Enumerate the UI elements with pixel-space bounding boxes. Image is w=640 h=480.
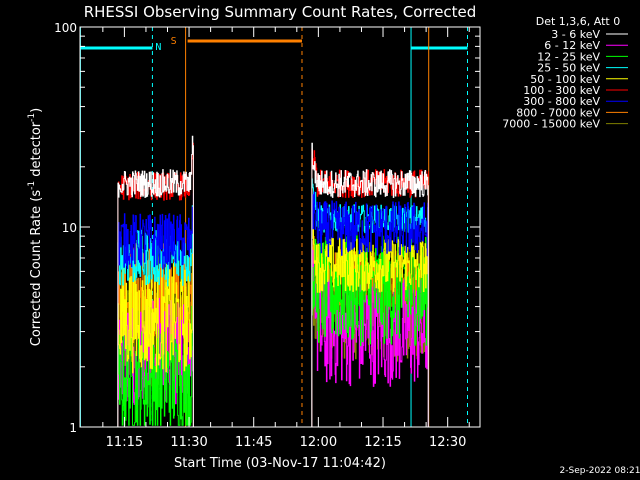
series-line-3-6-kev	[117, 135, 194, 427]
y-axis-label-main: Corrected Count Rate (s	[29, 190, 44, 347]
footer-timestamp: 2-Sep-2022 08:21	[560, 466, 640, 476]
y-axis-label-sup1: -1	[27, 181, 37, 190]
legend-title: Det 1,3,6, Att 0	[536, 15, 620, 28]
legend-label: 100 - 300 keV	[523, 84, 600, 97]
series-line-300-800-kev	[311, 191, 429, 427]
y-axis: 1 10 100	[54, 21, 480, 435]
x-tick-label: 12:30	[429, 435, 466, 450]
x-axis-label: Start Time (03-Nov-17 11:04:42)	[174, 456, 386, 471]
series-line-3-6-kev	[311, 142, 429, 427]
x-tick-label: 12:15	[364, 435, 401, 450]
legend-label: 300 - 800 keV	[523, 95, 600, 108]
y-tick-label: 1	[69, 421, 77, 435]
y-axis-label-mid: detector	[29, 121, 44, 181]
series-line-50-100-kev	[311, 220, 429, 427]
legend-label: 25 - 50 keV	[537, 62, 600, 75]
legend-label: 6 - 12 keV	[544, 39, 600, 52]
y-tick-label: 100	[54, 21, 77, 35]
legend-label: 12 - 25 keV	[537, 50, 600, 63]
legend-label: 3 - 6 keV	[551, 28, 600, 41]
y-axis-label-end: )	[29, 108, 44, 113]
legend-label: 7000 - 15000 keV	[502, 118, 600, 131]
saa-label: S	[171, 36, 177, 47]
y-axis-label-sup2: -1	[27, 113, 37, 122]
series-line-300-800-kev	[117, 193, 194, 427]
night-label: N	[155, 42, 161, 53]
x-tick-label: 11:30	[170, 435, 207, 450]
y-tick-label: 10	[62, 221, 77, 235]
plot-area: NS	[79, 27, 468, 427]
legend-label: 800 - 7000 keV	[516, 106, 600, 119]
legend-label: 50 - 100 keV	[530, 73, 600, 86]
x-tick-label: 11:15	[106, 435, 143, 450]
x-axis: 11:15 11:30 11:45 12:00 12:15 12:30	[102, 27, 470, 450]
x-tick-label: 11:45	[235, 435, 272, 450]
x-tick-label: 12:00	[300, 435, 337, 450]
series-line-12-25-kev	[117, 305, 194, 427]
series-line-100-300-kev	[117, 142, 194, 427]
y-axis-label: Corrected Count Rate (s-1 detector-1)	[27, 108, 44, 346]
chart-title: RHESSI Observing Summary Count Rates, Co…	[84, 3, 477, 21]
